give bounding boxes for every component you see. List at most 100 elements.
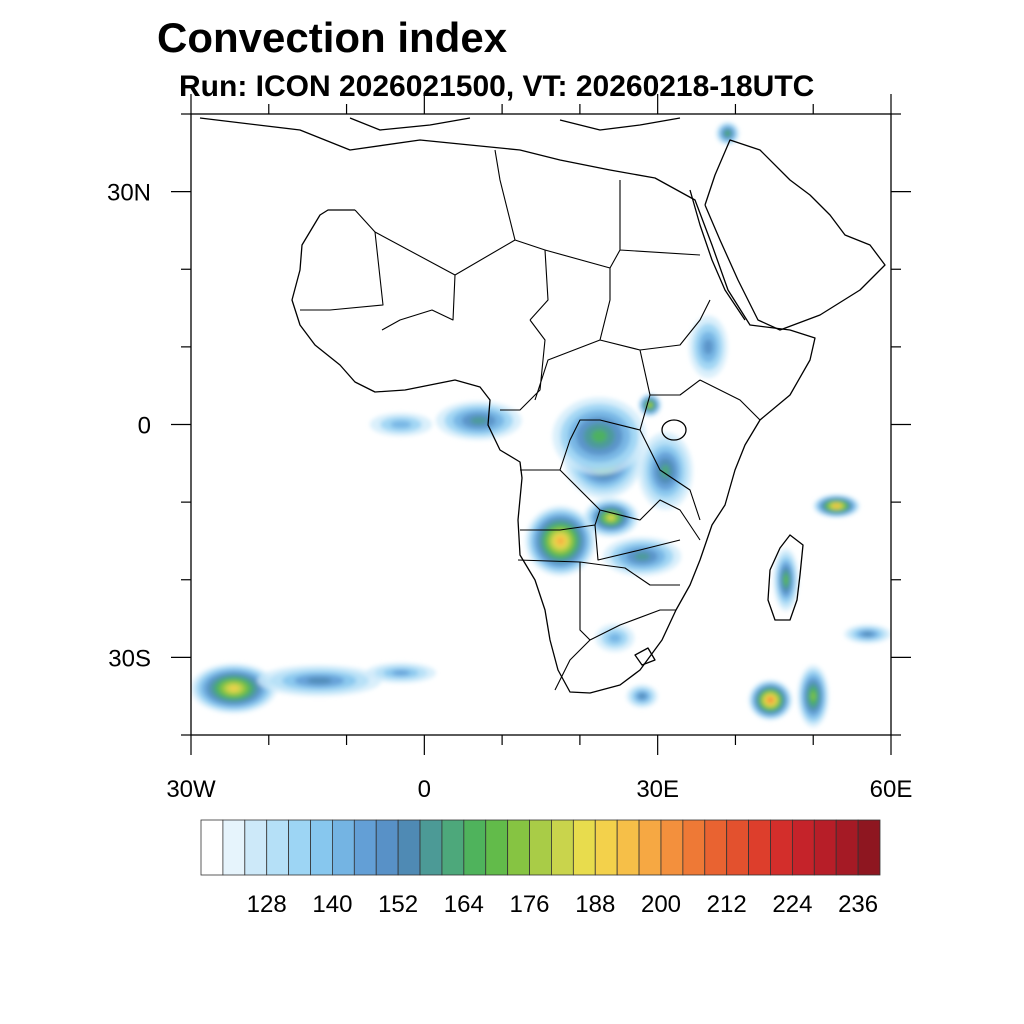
colorbar-swatch xyxy=(857,819,881,876)
mediterranean-north-coast xyxy=(349,117,681,131)
colorbar-swatch xyxy=(310,819,333,876)
convection-cell xyxy=(369,412,433,437)
colorbar-swatch xyxy=(791,819,815,876)
convection-cell xyxy=(552,397,647,475)
colorbar-swatch xyxy=(726,819,749,876)
colorbar-swatch xyxy=(419,819,443,876)
convection-cell xyxy=(435,401,522,441)
lat-tick-label: 0 xyxy=(138,413,151,440)
convection-contour xyxy=(306,677,332,684)
convection-contour xyxy=(634,552,650,561)
colorbar-swatch xyxy=(463,819,487,876)
convection-cell xyxy=(191,663,277,714)
convection-cell xyxy=(715,121,740,146)
lake-victoria xyxy=(661,419,687,441)
country-borders xyxy=(300,149,761,691)
colorbar-swatch xyxy=(507,819,530,876)
colorbar-swatch xyxy=(682,819,706,876)
colorbar-swatch xyxy=(441,819,465,876)
arabian-peninsula-coastline xyxy=(704,139,886,331)
colorbar-label: 224 xyxy=(772,891,812,918)
convection-cell xyxy=(688,315,728,378)
colorbar-swatch xyxy=(288,819,311,876)
convection-contour xyxy=(703,339,714,355)
convection-cell xyxy=(813,494,860,518)
colorbar-label: 164 xyxy=(444,891,484,918)
colorbar-swatch xyxy=(638,819,662,876)
colorbar-swatch xyxy=(551,819,574,876)
convection-contour xyxy=(660,464,670,478)
convection-contour xyxy=(390,420,412,429)
convection-cell xyxy=(844,624,891,644)
colorbar-swatch xyxy=(770,819,793,876)
convection-cell xyxy=(595,623,635,652)
convection-cell xyxy=(638,432,693,510)
colorbar-swatch xyxy=(353,819,377,876)
colorbar-swatch xyxy=(375,819,399,876)
colorbar-label: 128 xyxy=(247,891,287,918)
convection-cell xyxy=(626,684,658,708)
convection-contour xyxy=(648,403,652,407)
convection-contour xyxy=(470,416,488,425)
colorbar-swatch xyxy=(200,819,224,876)
convection-cell xyxy=(773,548,799,611)
convection-contour xyxy=(862,632,873,636)
lat-tick-label: 30S xyxy=(108,645,151,672)
colorbar-swatch xyxy=(616,819,640,876)
colorbar-label: 236 xyxy=(838,891,878,918)
convection-contour xyxy=(834,504,839,508)
madagascar-coastline xyxy=(767,534,804,621)
convection-cell xyxy=(525,506,596,576)
convection-contour xyxy=(608,515,614,520)
colorbar-swatch xyxy=(222,819,246,876)
lesotho-border xyxy=(634,647,656,666)
colorbar-swatch xyxy=(660,819,684,876)
colorbar-swatch xyxy=(704,819,728,876)
convection-cell xyxy=(257,665,382,697)
colorbar-swatch xyxy=(332,819,355,876)
convection-contour xyxy=(784,575,788,585)
convection-contour xyxy=(556,537,564,545)
convection-contour xyxy=(639,693,646,699)
colorbar-label: 140 xyxy=(312,891,352,918)
colorbar: 128 140 152 164 176 188 200 212 224 236 xyxy=(200,819,881,918)
colorbar-swatch xyxy=(748,819,771,876)
colorbar-swatch xyxy=(594,819,618,876)
convection-contour xyxy=(608,633,622,643)
colorbar-swatch xyxy=(572,819,596,876)
convection-contour xyxy=(591,429,608,443)
lon-tick-label: 30W xyxy=(166,776,216,803)
colorbar-label: 212 xyxy=(707,891,747,918)
convection-cell xyxy=(797,665,829,728)
convection-contour xyxy=(228,685,239,692)
plot-background xyxy=(191,114,891,735)
convection-contour xyxy=(392,670,410,676)
lat-tick-label: 30N xyxy=(107,180,151,207)
convection-cell xyxy=(366,662,436,684)
convection-contour xyxy=(768,698,773,702)
colorbar-swatch xyxy=(835,819,859,876)
map-subtitle: Run: ICON 2026021500, VT: 20260218-18UTC xyxy=(179,70,815,103)
colorbar-label: 176 xyxy=(509,891,549,918)
colorbar-swatch xyxy=(813,819,837,876)
colorbar-swatch xyxy=(244,819,268,876)
convection-contour xyxy=(811,691,816,701)
coastlines xyxy=(199,117,886,694)
convection-field xyxy=(191,121,891,728)
africa-coastline xyxy=(199,117,816,694)
map-axes: 30W 0 30E 60E 30N 0 30S xyxy=(107,94,912,803)
colorbar-swatch xyxy=(485,819,509,876)
colorbar-label: 200 xyxy=(641,891,681,918)
colorbar-label: 188 xyxy=(575,891,615,918)
colorbar-swatch xyxy=(529,819,552,876)
map-title: Convection index xyxy=(157,14,508,61)
convection-contour xyxy=(725,131,730,136)
colorbar-label: 152 xyxy=(378,891,418,918)
lon-tick-label: 30E xyxy=(636,776,679,803)
convection-cell xyxy=(748,679,793,721)
colorbar-swatch xyxy=(397,819,421,876)
red-sea-west-coast xyxy=(689,189,746,321)
lon-tick-label: 0 xyxy=(418,776,431,803)
lon-tick-label: 60E xyxy=(870,776,913,803)
